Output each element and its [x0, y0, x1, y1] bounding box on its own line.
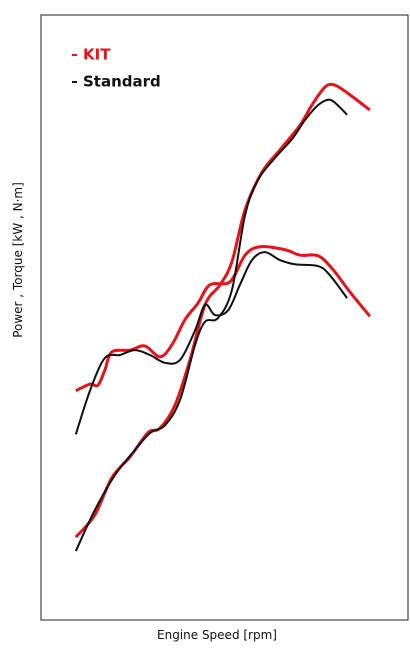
legend-label: Standard [83, 73, 161, 91]
x-axis-label: Engine Speed [rpm] [157, 628, 277, 642]
plot-frame [40, 14, 409, 621]
curve [75, 245, 371, 393]
curve [74, 98, 348, 552]
y-axis-label: Power , Torque [kW , N·m] [11, 182, 25, 338]
curve [74, 251, 348, 435]
legend-label: KIT [83, 46, 111, 64]
